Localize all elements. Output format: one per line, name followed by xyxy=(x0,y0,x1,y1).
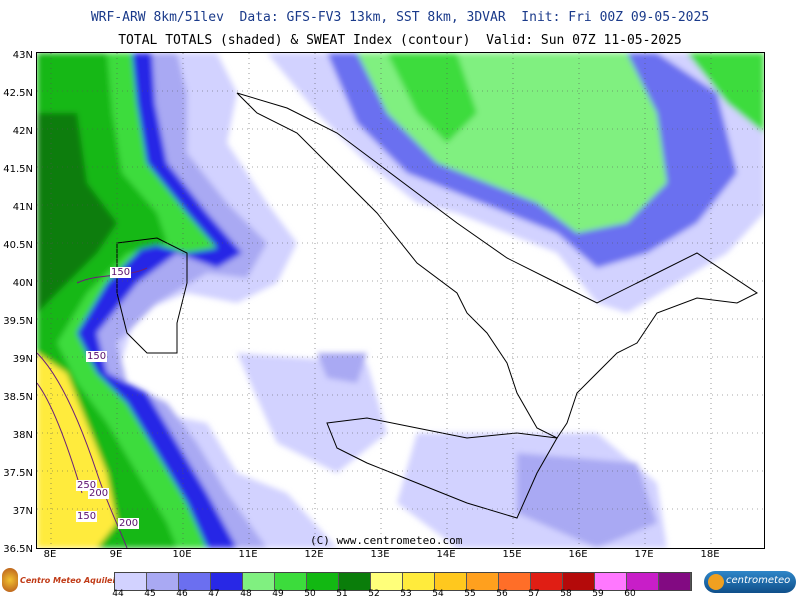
colorbar-label: 57 xyxy=(528,589,540,599)
lon-label: 11E xyxy=(238,549,258,560)
lat-label: 38.5N xyxy=(3,392,33,403)
colorbar-swatch xyxy=(531,573,563,590)
colorbar-label: 48 xyxy=(240,589,252,599)
colorbar-swatch xyxy=(563,573,595,590)
lat-label: 41N xyxy=(12,202,33,213)
centro-meteo-aquileia-logo: Centro Meteo Aquileia xyxy=(0,566,121,596)
lat-label: 38N xyxy=(12,430,33,441)
colorbar-swatch xyxy=(659,573,691,590)
colorbar-label: 50 xyxy=(304,589,316,599)
colorbar-swatch xyxy=(275,573,307,590)
colorbar-swatch xyxy=(627,573,659,590)
colorbar-label: 56 xyxy=(496,589,508,599)
colorbar-label: 45 xyxy=(144,589,156,599)
colorbar-label: 46 xyxy=(176,589,188,599)
colorbar-label: 54 xyxy=(432,589,444,599)
graticule xyxy=(37,53,764,548)
lon-label: 8E xyxy=(43,549,57,560)
contour-value-label: 200 xyxy=(118,518,140,529)
colorbar-swatch xyxy=(307,573,339,590)
header-title-line: WRF-ARW 8km/51lev Data: GFS-FV3 13km, SS… xyxy=(90,10,710,25)
colorbar-swatch xyxy=(371,573,403,590)
lon-label: 12E xyxy=(304,549,324,560)
contour-value-label: 250 xyxy=(76,480,98,491)
coastline-layer xyxy=(116,92,758,519)
lon-label: 15E xyxy=(502,549,522,560)
colorbar-swatch xyxy=(403,573,435,590)
colorbar-label: 49 xyxy=(272,589,284,599)
lat-label: 39N xyxy=(12,354,33,365)
colorbar-label: 53 xyxy=(400,589,412,599)
colorbar xyxy=(114,572,692,591)
colorbar-swatch xyxy=(595,573,627,590)
colorbar-swatch xyxy=(243,573,275,590)
colorbar-label: 60 xyxy=(624,589,636,599)
colorbar-label: 44 xyxy=(112,589,124,599)
colorbar-label: 59 xyxy=(592,589,604,599)
colorbar-swatch xyxy=(339,573,371,590)
copyright-text: (C) www.centrometeo.com xyxy=(310,534,463,547)
contour-value-label: 150 xyxy=(86,351,108,362)
contour-value-label: 200 xyxy=(88,488,110,499)
lat-label: 39.5N xyxy=(3,316,33,327)
colorbar-swatch xyxy=(499,573,531,590)
lat-label: 40N xyxy=(12,278,33,289)
total-totals-shading xyxy=(37,53,764,548)
contour-value-label: 150 xyxy=(76,511,98,522)
lon-label: 16E xyxy=(568,549,588,560)
lat-label: 42N xyxy=(12,126,33,137)
lon-label: 13E xyxy=(370,549,390,560)
colorbar-swatch xyxy=(467,573,499,590)
colorbar-label: 52 xyxy=(368,589,380,599)
colorbar-label: 55 xyxy=(464,589,476,599)
colorbar-label: 51 xyxy=(336,589,348,599)
lat-label: 43N xyxy=(12,50,33,61)
lat-label: 40.5N xyxy=(3,240,33,251)
lon-label: 18E xyxy=(700,549,720,560)
lat-label: 37.5N xyxy=(3,468,33,479)
colorbar-label: 47 xyxy=(208,589,220,599)
logo-right-text: centrometeo xyxy=(726,575,791,586)
contour-value-label: 150 xyxy=(110,267,132,278)
lon-label: 14E xyxy=(436,549,456,560)
logo-sun-icon xyxy=(708,574,724,590)
colorbar-swatch xyxy=(115,573,147,590)
lat-label: 42.5N xyxy=(3,88,33,99)
colorbar-label: 58 xyxy=(560,589,572,599)
lat-label: 41.5N xyxy=(3,164,33,175)
map-panel xyxy=(36,52,765,549)
centrometeo-logo: centrometeo xyxy=(704,571,796,593)
lon-label: 9E xyxy=(109,549,123,560)
colorbar-swatch xyxy=(179,573,211,590)
lat-label: 36.5N xyxy=(3,544,33,555)
logo-badge-icon xyxy=(2,568,18,592)
lon-label: 17E xyxy=(634,549,654,560)
colorbar-swatch xyxy=(147,573,179,590)
map-svg xyxy=(37,53,764,548)
header-subtitle-line: TOTAL TOTALS (shaded) & SWEAT Index (con… xyxy=(118,33,682,48)
colorbar-swatch xyxy=(211,573,243,590)
logo-left-text: Centro Meteo Aquileia xyxy=(20,576,121,585)
lon-label: 10E xyxy=(172,549,192,560)
lat-label: 37N xyxy=(12,506,33,517)
colorbar-swatch xyxy=(435,573,467,590)
